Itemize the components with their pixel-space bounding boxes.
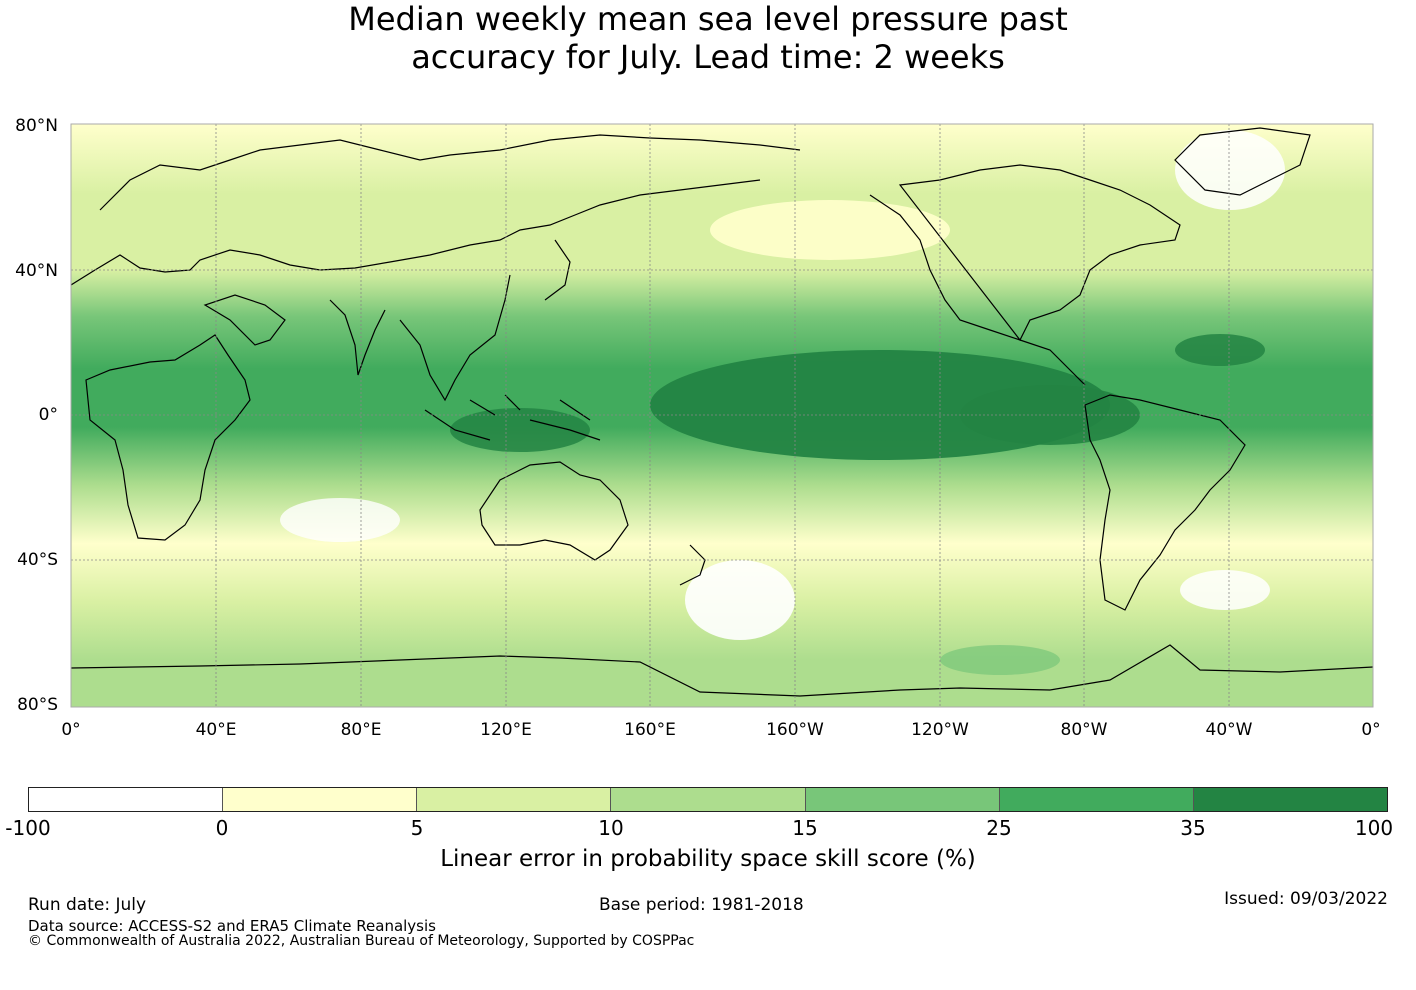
- africa-coastline: [85, 334, 251, 541]
- lon-label-80e: 80°E: [340, 720, 382, 740]
- indonesia-coastline: [424, 394, 601, 441]
- atlantic-high-skill-region: [1175, 334, 1265, 366]
- lon-label-80w: 80°W: [1060, 720, 1108, 740]
- colorbar-tick: 5: [410, 816, 424, 840]
- australia-coastline: [479, 461, 629, 561]
- colorbar-segment: [611, 788, 806, 811]
- new-zealand-coastline: [679, 544, 706, 586]
- lon-label-120w: 120°W: [911, 720, 969, 740]
- map-frame: [70, 123, 1374, 708]
- greenland-low-skill-region: [1175, 130, 1285, 210]
- indian-ocean-low-skill-region: [280, 498, 400, 542]
- base-period: Base period: 1981-2018: [599, 895, 804, 915]
- maritime-continent-high-skill-region: [450, 408, 590, 452]
- lon-label-0-right: 0°: [1361, 720, 1381, 740]
- antarctica-coastline: [71, 644, 1373, 697]
- lon-label-0-left: 0°: [61, 720, 81, 740]
- lat-label-40n: 40°N: [15, 261, 58, 281]
- south-atlantic-low-skill-region: [1180, 570, 1270, 610]
- colorbar-tick: 35: [1180, 816, 1206, 840]
- south-america-coastline: [1084, 394, 1246, 611]
- run-date: Run date: July: [28, 895, 147, 915]
- arabia-coastline: [203, 294, 286, 346]
- antarctic-coast-region: [940, 645, 1060, 675]
- north-pacific-low-skill-region: [710, 200, 950, 260]
- greenland-coastline: [1174, 127, 1311, 196]
- coastlines: [71, 127, 1373, 697]
- india-coastline: [329, 299, 386, 376]
- colorbar-segment: [417, 788, 612, 811]
- lat-label-0: 0°: [38, 405, 58, 425]
- eurasia-coastline: [71, 179, 761, 286]
- north-america-coastline: [869, 164, 1181, 386]
- issued-date: Issued: 09/03/2022: [1224, 889, 1388, 909]
- southern-pacific-low-skill-region: [685, 560, 795, 640]
- colorbar: [28, 787, 1388, 812]
- lon-label-160e: 160°E: [624, 720, 676, 740]
- colorbar-segment: [29, 788, 224, 811]
- colorbar-tick: 0: [215, 816, 229, 840]
- lon-label-120e: 120°E: [480, 720, 532, 740]
- colorbar-label: Linear error in probability space skill …: [440, 846, 976, 872]
- lat-label-80n: 80°N: [15, 116, 58, 136]
- colorbar-tick: 100: [1354, 816, 1394, 840]
- lon-label-160w: 160°W: [766, 720, 824, 740]
- lat-label-80s: 80°S: [17, 695, 58, 715]
- copyright: © Commonwealth of Australia 2022, Austra…: [28, 933, 695, 949]
- lon-label-40w: 40°W: [1205, 720, 1253, 740]
- colorbar-segment: [999, 788, 1194, 811]
- title-line-2: accuracy for July. Lead time: 2 weeks: [411, 38, 1005, 76]
- gridlines: [71, 124, 1373, 707]
- se-asia-coastline: [399, 274, 511, 402]
- arctic-coastline: [99, 134, 801, 211]
- map-field: [71, 124, 1373, 707]
- colorbar-tick: -100: [5, 816, 51, 840]
- colorbar-tick: 15: [792, 816, 818, 840]
- lon-label-40e: 40°E: [195, 720, 237, 740]
- data-source: Data source: ACCESS-S2 and ERA5 Climate …: [28, 917, 436, 935]
- title-line-1: Median weekly mean sea level pressure pa…: [348, 0, 1068, 38]
- japan-coastline: [544, 239, 571, 301]
- colorbar-segment: [805, 788, 1000, 811]
- colorbar-segment: [1193, 788, 1387, 811]
- lat-label-40s: 40°S: [17, 550, 58, 570]
- east-pacific-high-skill-region: [960, 385, 1140, 445]
- colorbar-segment: [223, 788, 418, 811]
- colorbar-tick: 25: [986, 816, 1012, 840]
- colorbar-tick: 10: [598, 816, 624, 840]
